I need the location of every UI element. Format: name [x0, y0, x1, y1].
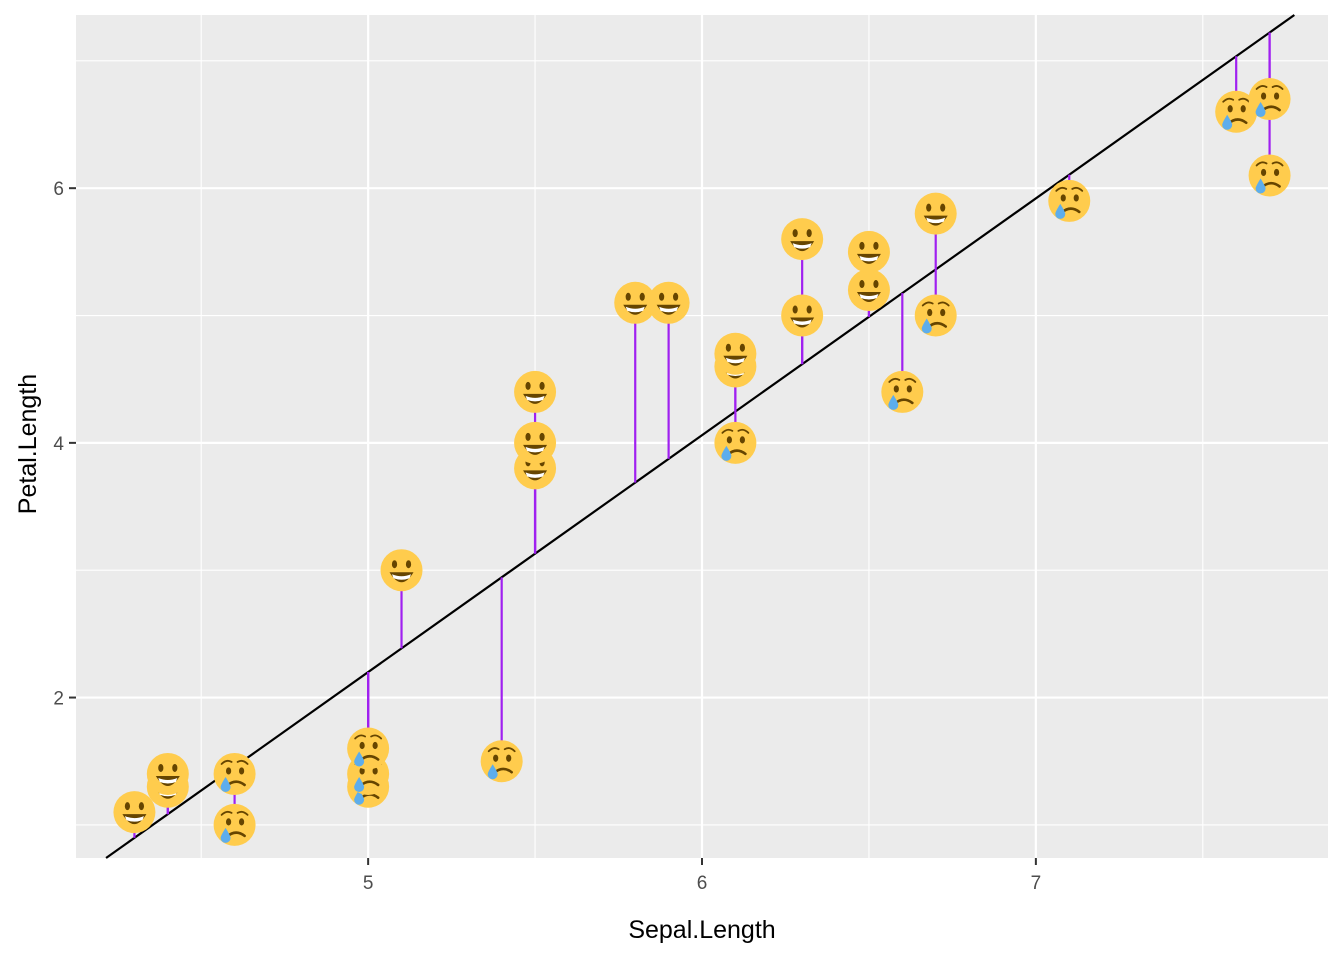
grinning-face-icon [847, 230, 890, 273]
grinning-face-icon [113, 791, 156, 834]
grinning-face-icon [380, 549, 423, 592]
grinning-face-icon [614, 281, 657, 324]
grinning-face-icon [514, 370, 557, 413]
y-tick-label: 2 [53, 689, 64, 710]
crying-face-icon [480, 740, 523, 783]
grinning-face-icon [514, 421, 557, 464]
x-tick-label: 6 [697, 873, 708, 894]
x-tick-label: 7 [1031, 873, 1042, 894]
crying-face-icon [213, 752, 256, 795]
grinning-face-icon [647, 281, 690, 324]
grinning-face-icon [781, 294, 824, 337]
x-axis-title: Sepal.Length [628, 916, 775, 944]
grinning-face-icon [781, 218, 824, 261]
crying-face-icon [1248, 78, 1291, 121]
crying-face-icon [347, 727, 390, 770]
crying-face-icon [213, 803, 256, 846]
grinning-face-icon [914, 192, 957, 235]
crying-face-icon [1048, 179, 1091, 222]
grinning-face-icon [714, 332, 757, 375]
crying-face-icon [714, 421, 757, 464]
crying-face-icon [881, 370, 924, 413]
x-tick-label: 5 [363, 873, 374, 894]
y-axis-title: Petal.Length [14, 374, 42, 514]
grinning-face-icon [847, 269, 890, 312]
grinning-face-icon [146, 752, 189, 795]
crying-face-icon [914, 294, 957, 337]
y-tick-label: 4 [53, 434, 64, 455]
crying-face-icon [1248, 154, 1291, 197]
crying-face-icon [1215, 90, 1258, 133]
fit-line [105, 14, 1295, 859]
emoji-points [113, 78, 1291, 846]
axis-ticks: 5 6 7 2 4 6 [53, 179, 1041, 894]
y-tick-label: 6 [53, 179, 64, 200]
fit-line-layer [105, 14, 1295, 859]
